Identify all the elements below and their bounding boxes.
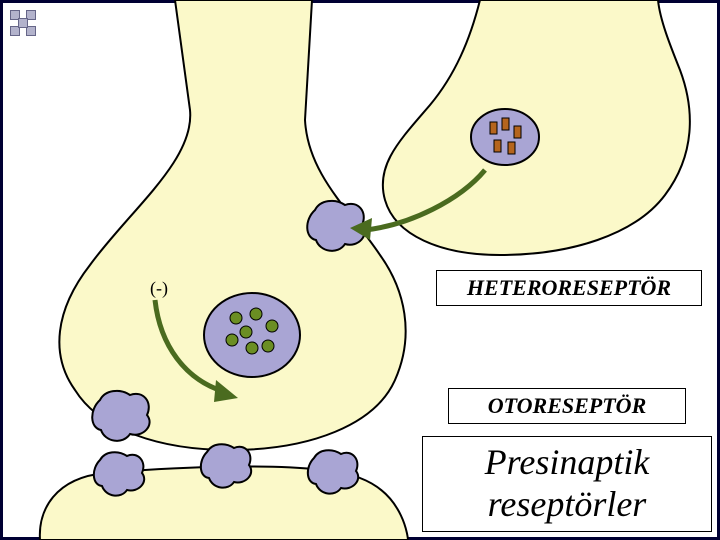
label-heteroreceptor-text: HETERORESEPTÖR — [467, 275, 671, 300]
label-autoreceptor-text: OTORESEPTÖR — [488, 393, 647, 418]
postsynaptic-receptors — [94, 444, 358, 495]
label-title-line1: Presinaptik — [485, 442, 650, 482]
vesicle-small — [471, 109, 539, 165]
label-autoreceptor: OTORESEPTÖR — [448, 388, 686, 424]
label-title-line2: reseptörler — [488, 484, 647, 524]
autoreceptor-blob — [92, 391, 149, 441]
minus-annotation: (-) — [150, 278, 168, 299]
vesicle-large — [204, 293, 300, 377]
label-heteroreceptor: HETERORESEPTÖR — [436, 270, 702, 306]
label-title: Presinaptik reseptörler — [422, 436, 712, 532]
